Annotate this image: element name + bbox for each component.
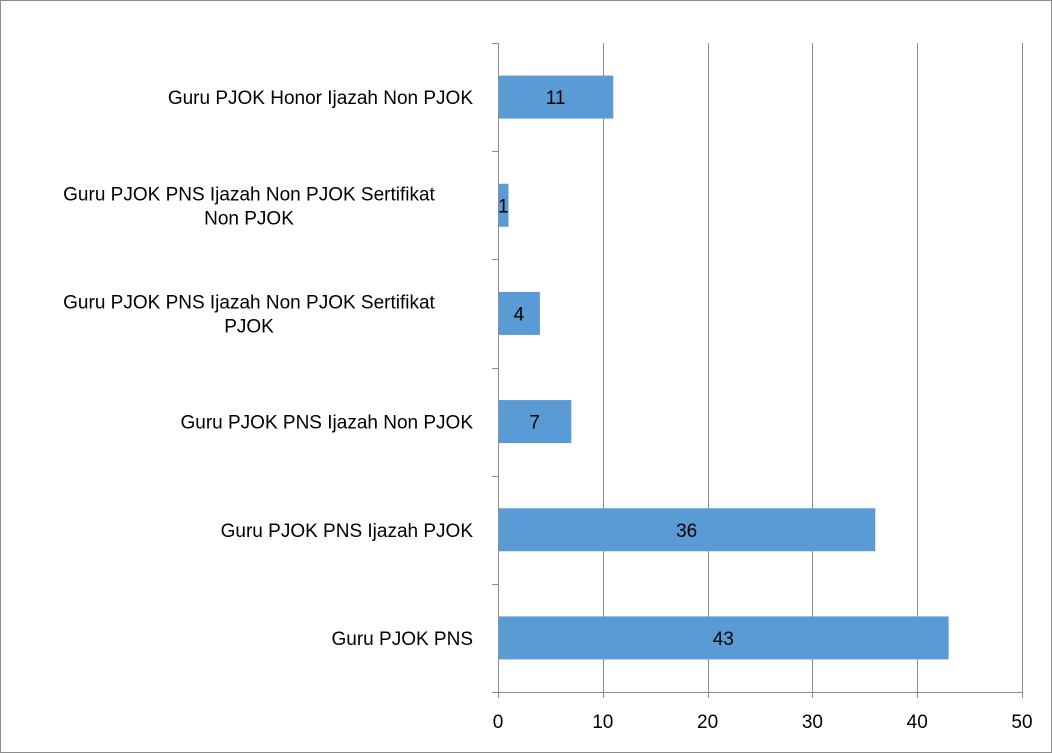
bar <box>499 508 876 552</box>
bar <box>499 400 572 444</box>
data-label: 11 <box>546 88 566 109</box>
x-tick-label: 50 <box>1011 712 1032 733</box>
bar <box>499 75 614 119</box>
data-label: 4 <box>514 304 525 325</box>
bars <box>499 75 949 660</box>
category-label: Guru PJOK PNS Ijazah Non PJOK Sertifikat… <box>63 184 435 229</box>
category-label: Guru PJOK PNS Ijazah Non PJOK Sertifikat… <box>63 292 435 337</box>
category-labels: Guru PJOK Honor Ijazah Non PJOK Guru PJOK… <box>63 88 473 650</box>
x-tick-label: 20 <box>697 712 718 733</box>
category-label-line: PJOK <box>224 316 274 337</box>
x-tick-labels: 0 10 20 30 40 50 <box>493 712 1033 733</box>
data-label: 1 <box>498 196 509 217</box>
category-label: Guru PJOK PNS Ijazah PJOK <box>221 521 474 542</box>
x-tick-label: 0 <box>493 712 504 733</box>
category-label-line: Non PJOK <box>204 208 294 229</box>
category-label: Guru PJOK Honor Ijazah Non PJOK <box>168 88 474 109</box>
axes <box>492 43 1023 698</box>
data-label: 7 <box>529 413 540 434</box>
category-label: Guru PJOK PNS <box>332 629 474 650</box>
category-label-line: Guru PJOK PNS <box>332 629 474 650</box>
category-label-line: Guru PJOK PNS Ijazah Non PJOK Sertifikat <box>63 184 435 205</box>
category-label-line: Guru PJOK PNS Ijazah PJOK <box>221 521 474 542</box>
data-label: 36 <box>676 521 697 542</box>
data-label: 43 <box>713 629 734 650</box>
bar <box>499 616 949 660</box>
bar <box>499 291 540 335</box>
gridlines <box>603 43 1023 692</box>
category-label-line: Guru PJOK Honor Ijazah Non PJOK <box>168 88 474 109</box>
category-label: Guru PJOK PNS Ijazah Non PJOK <box>180 413 473 434</box>
x-tick-label: 10 <box>592 712 613 733</box>
x-tick-label: 40 <box>907 712 928 733</box>
bar <box>499 183 509 227</box>
category-label-line: Guru PJOK PNS Ijazah Non PJOK Sertifikat <box>63 292 435 313</box>
x-tick-label: 30 <box>802 712 823 733</box>
category-label-line: Guru PJOK PNS Ijazah Non PJOK <box>180 413 473 434</box>
